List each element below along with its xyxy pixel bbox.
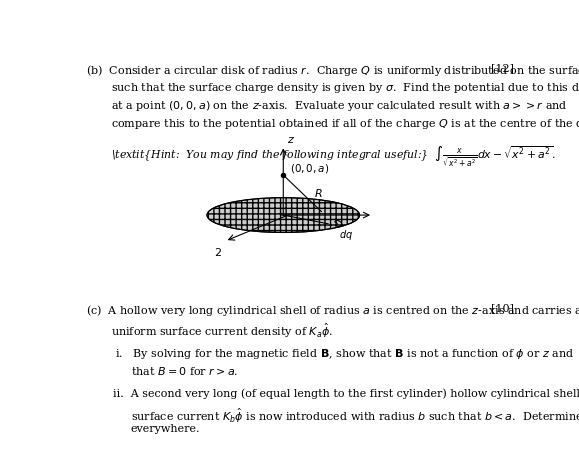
- Ellipse shape: [207, 198, 360, 233]
- Text: ii.  A second very long (of equal length to the first cylinder) hollow cylindric: ii. A second very long (of equal length …: [113, 387, 579, 398]
- Text: compare this to the potential obtained if all of the charge $Q$ is at the centre: compare this to the potential obtained i…: [111, 117, 579, 131]
- Text: [12]: [12]: [492, 63, 514, 73]
- Text: $(0, 0, a)$: $(0, 0, a)$: [290, 161, 329, 175]
- Text: (b)  Consider a circular disk of radius $r$.  Charge $Q$ is uniformly distribute: (b) Consider a circular disk of radius $…: [86, 63, 579, 78]
- Text: such that the surface charge density is given by $\sigma$.  Find the potential d: such that the surface charge density is …: [111, 81, 579, 95]
- Text: [10]: [10]: [492, 303, 514, 313]
- Text: $R$: $R$: [314, 186, 323, 198]
- Text: i.   By solving for the magnetic field $\mathbf{B}$, show that $\mathbf{B}$ is n: i. By solving for the magnetic field $\m…: [115, 346, 574, 360]
- Text: $z$: $z$: [287, 134, 295, 144]
- Text: that $B = 0$ for $r > a$.: that $B = 0$ for $r > a$.: [131, 364, 238, 376]
- Text: \textit{Hint:  You may find the following integral useful:}  $\int \frac{x}{\sqr: \textit{Hint: You may find the following…: [111, 144, 555, 169]
- Text: $2$: $2$: [214, 245, 222, 257]
- Text: uniform surface current density of $K_a\hat{\phi}$.: uniform surface current density of $K_a\…: [111, 321, 333, 339]
- Text: everywhere.: everywhere.: [131, 423, 200, 433]
- Text: at a point $(0, 0, a)$ on the $z$-axis.  Evaluate your calculated result with $a: at a point $(0, 0, a)$ on the $z$-axis. …: [111, 99, 567, 113]
- Text: (c)  A hollow very long cylindrical shell of radius $a$ is centred on the $z$-ax: (c) A hollow very long cylindrical shell…: [86, 303, 579, 318]
- Text: $dq$: $dq$: [339, 228, 353, 242]
- Text: surface current $K_b\hat{\phi}$ is now introduced with radius $b$ such that $b <: surface current $K_b\hat{\phi}$ is now i…: [131, 405, 579, 423]
